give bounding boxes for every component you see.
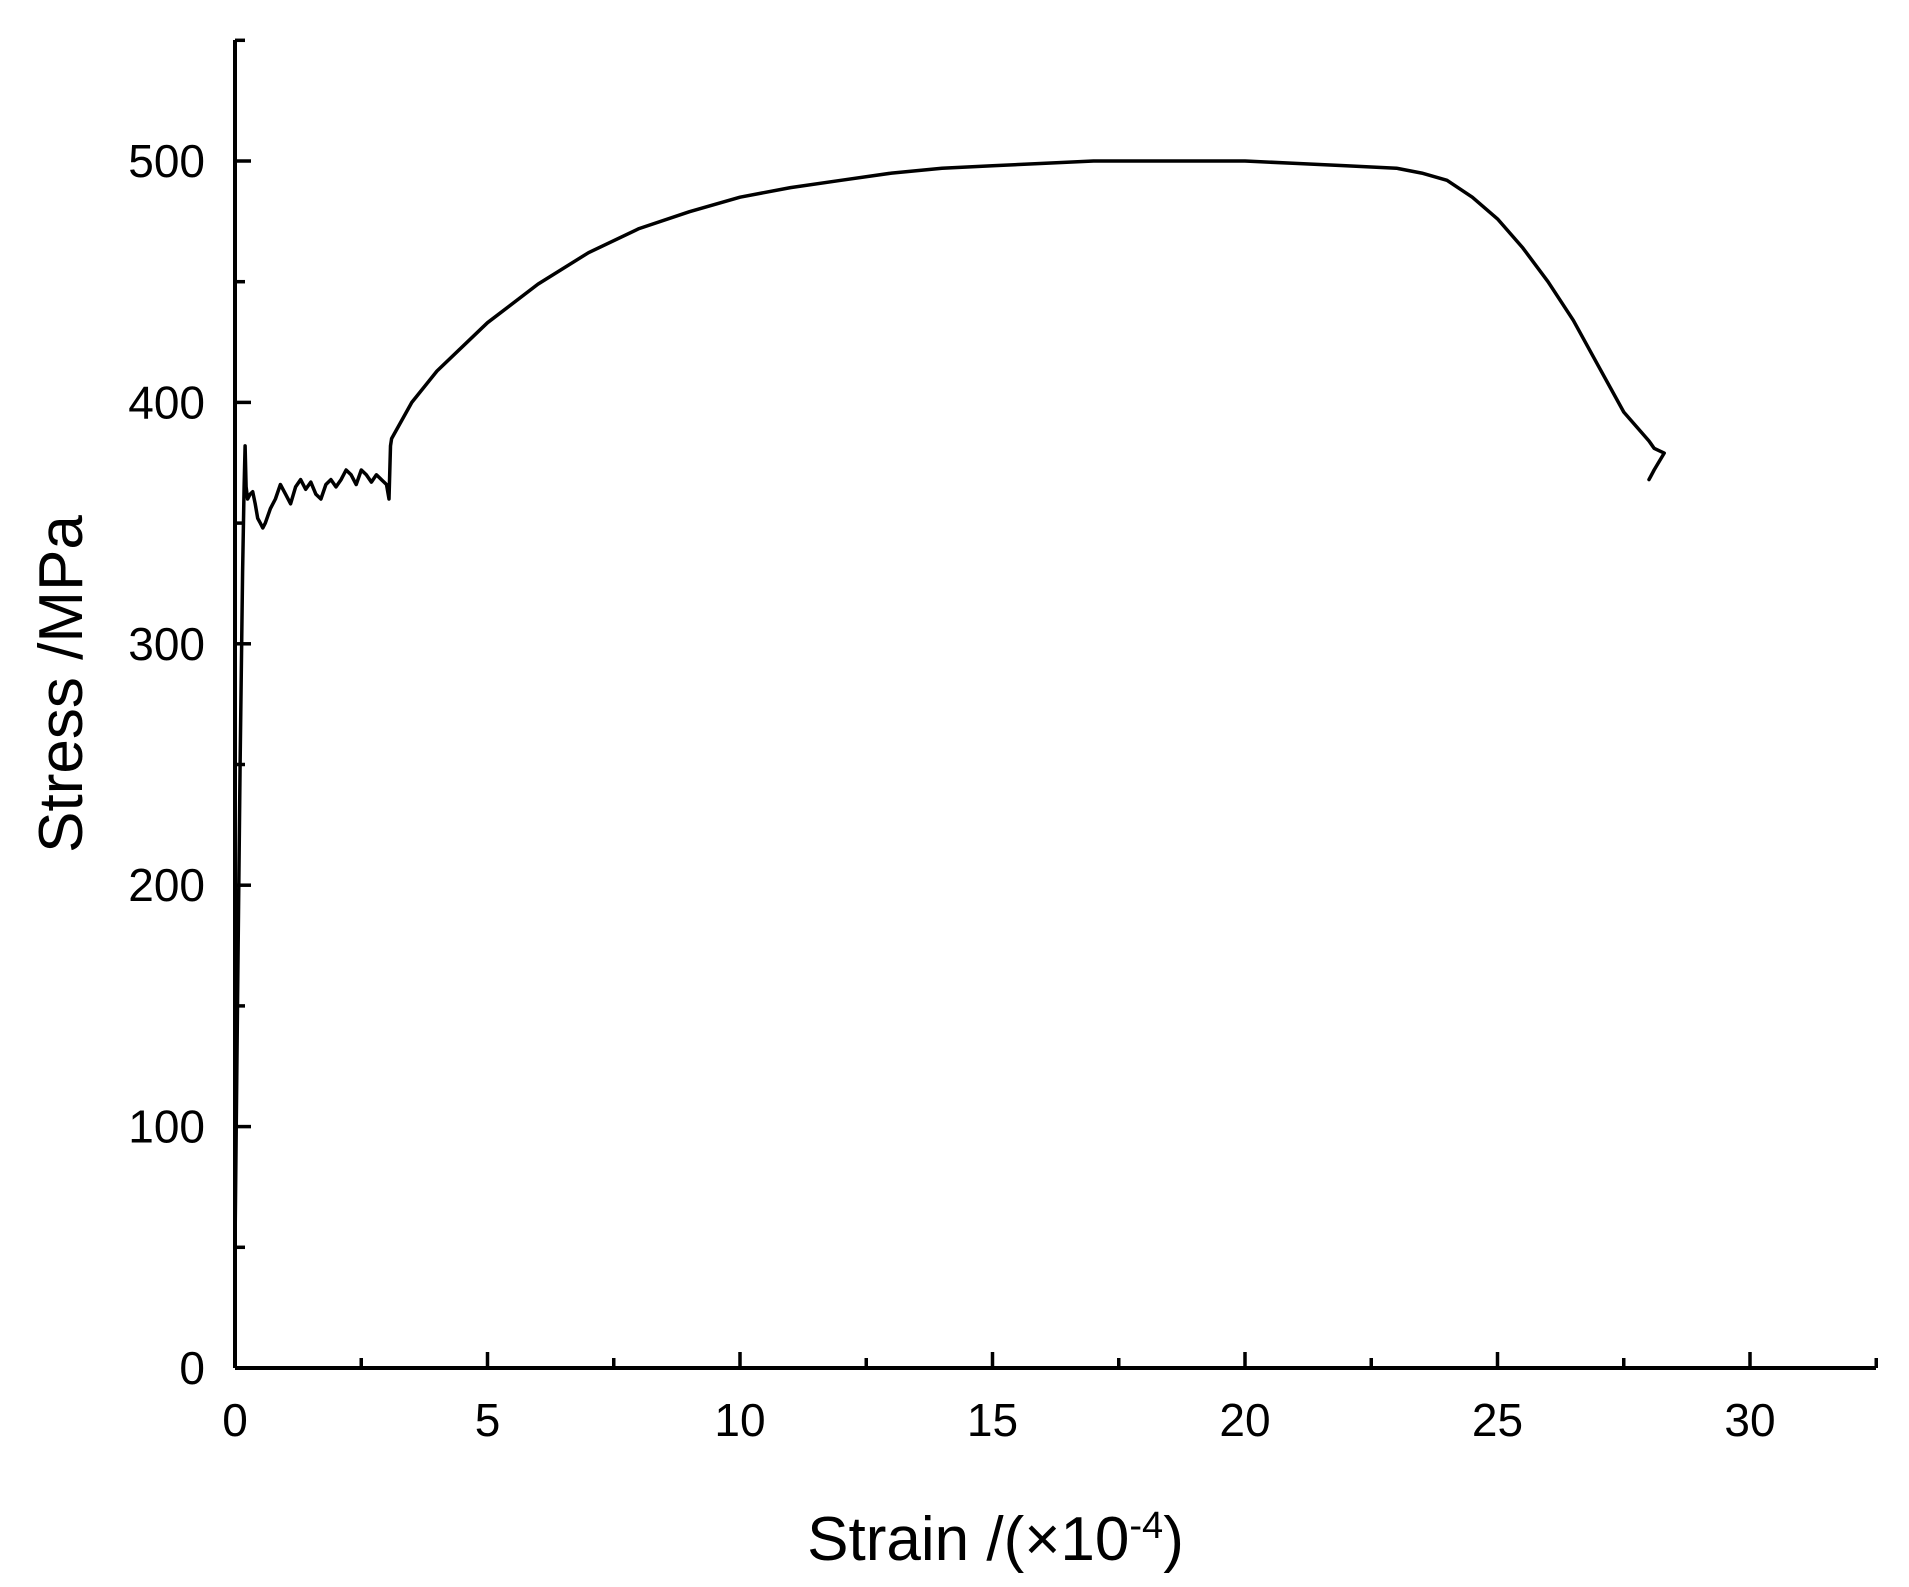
x-tick-label: 5: [475, 1394, 501, 1446]
y-tick-label: 100: [128, 1101, 205, 1153]
x-tick-label: 25: [1472, 1394, 1523, 1446]
x-axis-label-main: Strain /(×10: [807, 1505, 1129, 1574]
x-axis-label: Strain /(×10-4): [807, 1505, 1184, 1574]
x-tick-label: 20: [1219, 1394, 1270, 1446]
x-tick-label: 30: [1724, 1394, 1775, 1446]
y-tick-label: 500: [128, 135, 205, 187]
y-tick-label: 300: [128, 618, 205, 670]
x-tick-label: 0: [222, 1394, 248, 1446]
axes: [233, 40, 1876, 1370]
x-axis-label-end: ): [1163, 1505, 1184, 1574]
x-tick-label: 15: [967, 1394, 1018, 1446]
x-tick-label: 10: [714, 1394, 765, 1446]
y-tick-label: 200: [128, 859, 205, 911]
stress-strain-curve: [233, 159, 1666, 1250]
tick-marks: [233, 38, 1878, 1370]
y-tick-label: 0: [179, 1342, 205, 1394]
plot-area: [233, 159, 1666, 1250]
y-tick-label: 400: [128, 376, 205, 428]
x-axis-label-exponent: -4: [1129, 1505, 1163, 1547]
y-axis-label: Stress /MPa: [27, 515, 96, 853]
